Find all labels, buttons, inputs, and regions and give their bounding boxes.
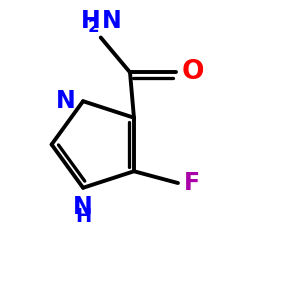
Text: 2: 2	[88, 18, 99, 36]
Text: N: N	[56, 89, 76, 113]
Text: H: H	[81, 9, 101, 33]
Text: O: O	[182, 59, 204, 86]
Text: H: H	[75, 207, 91, 226]
Text: N: N	[102, 9, 122, 33]
Text: N: N	[73, 195, 93, 219]
Text: F: F	[184, 171, 200, 195]
